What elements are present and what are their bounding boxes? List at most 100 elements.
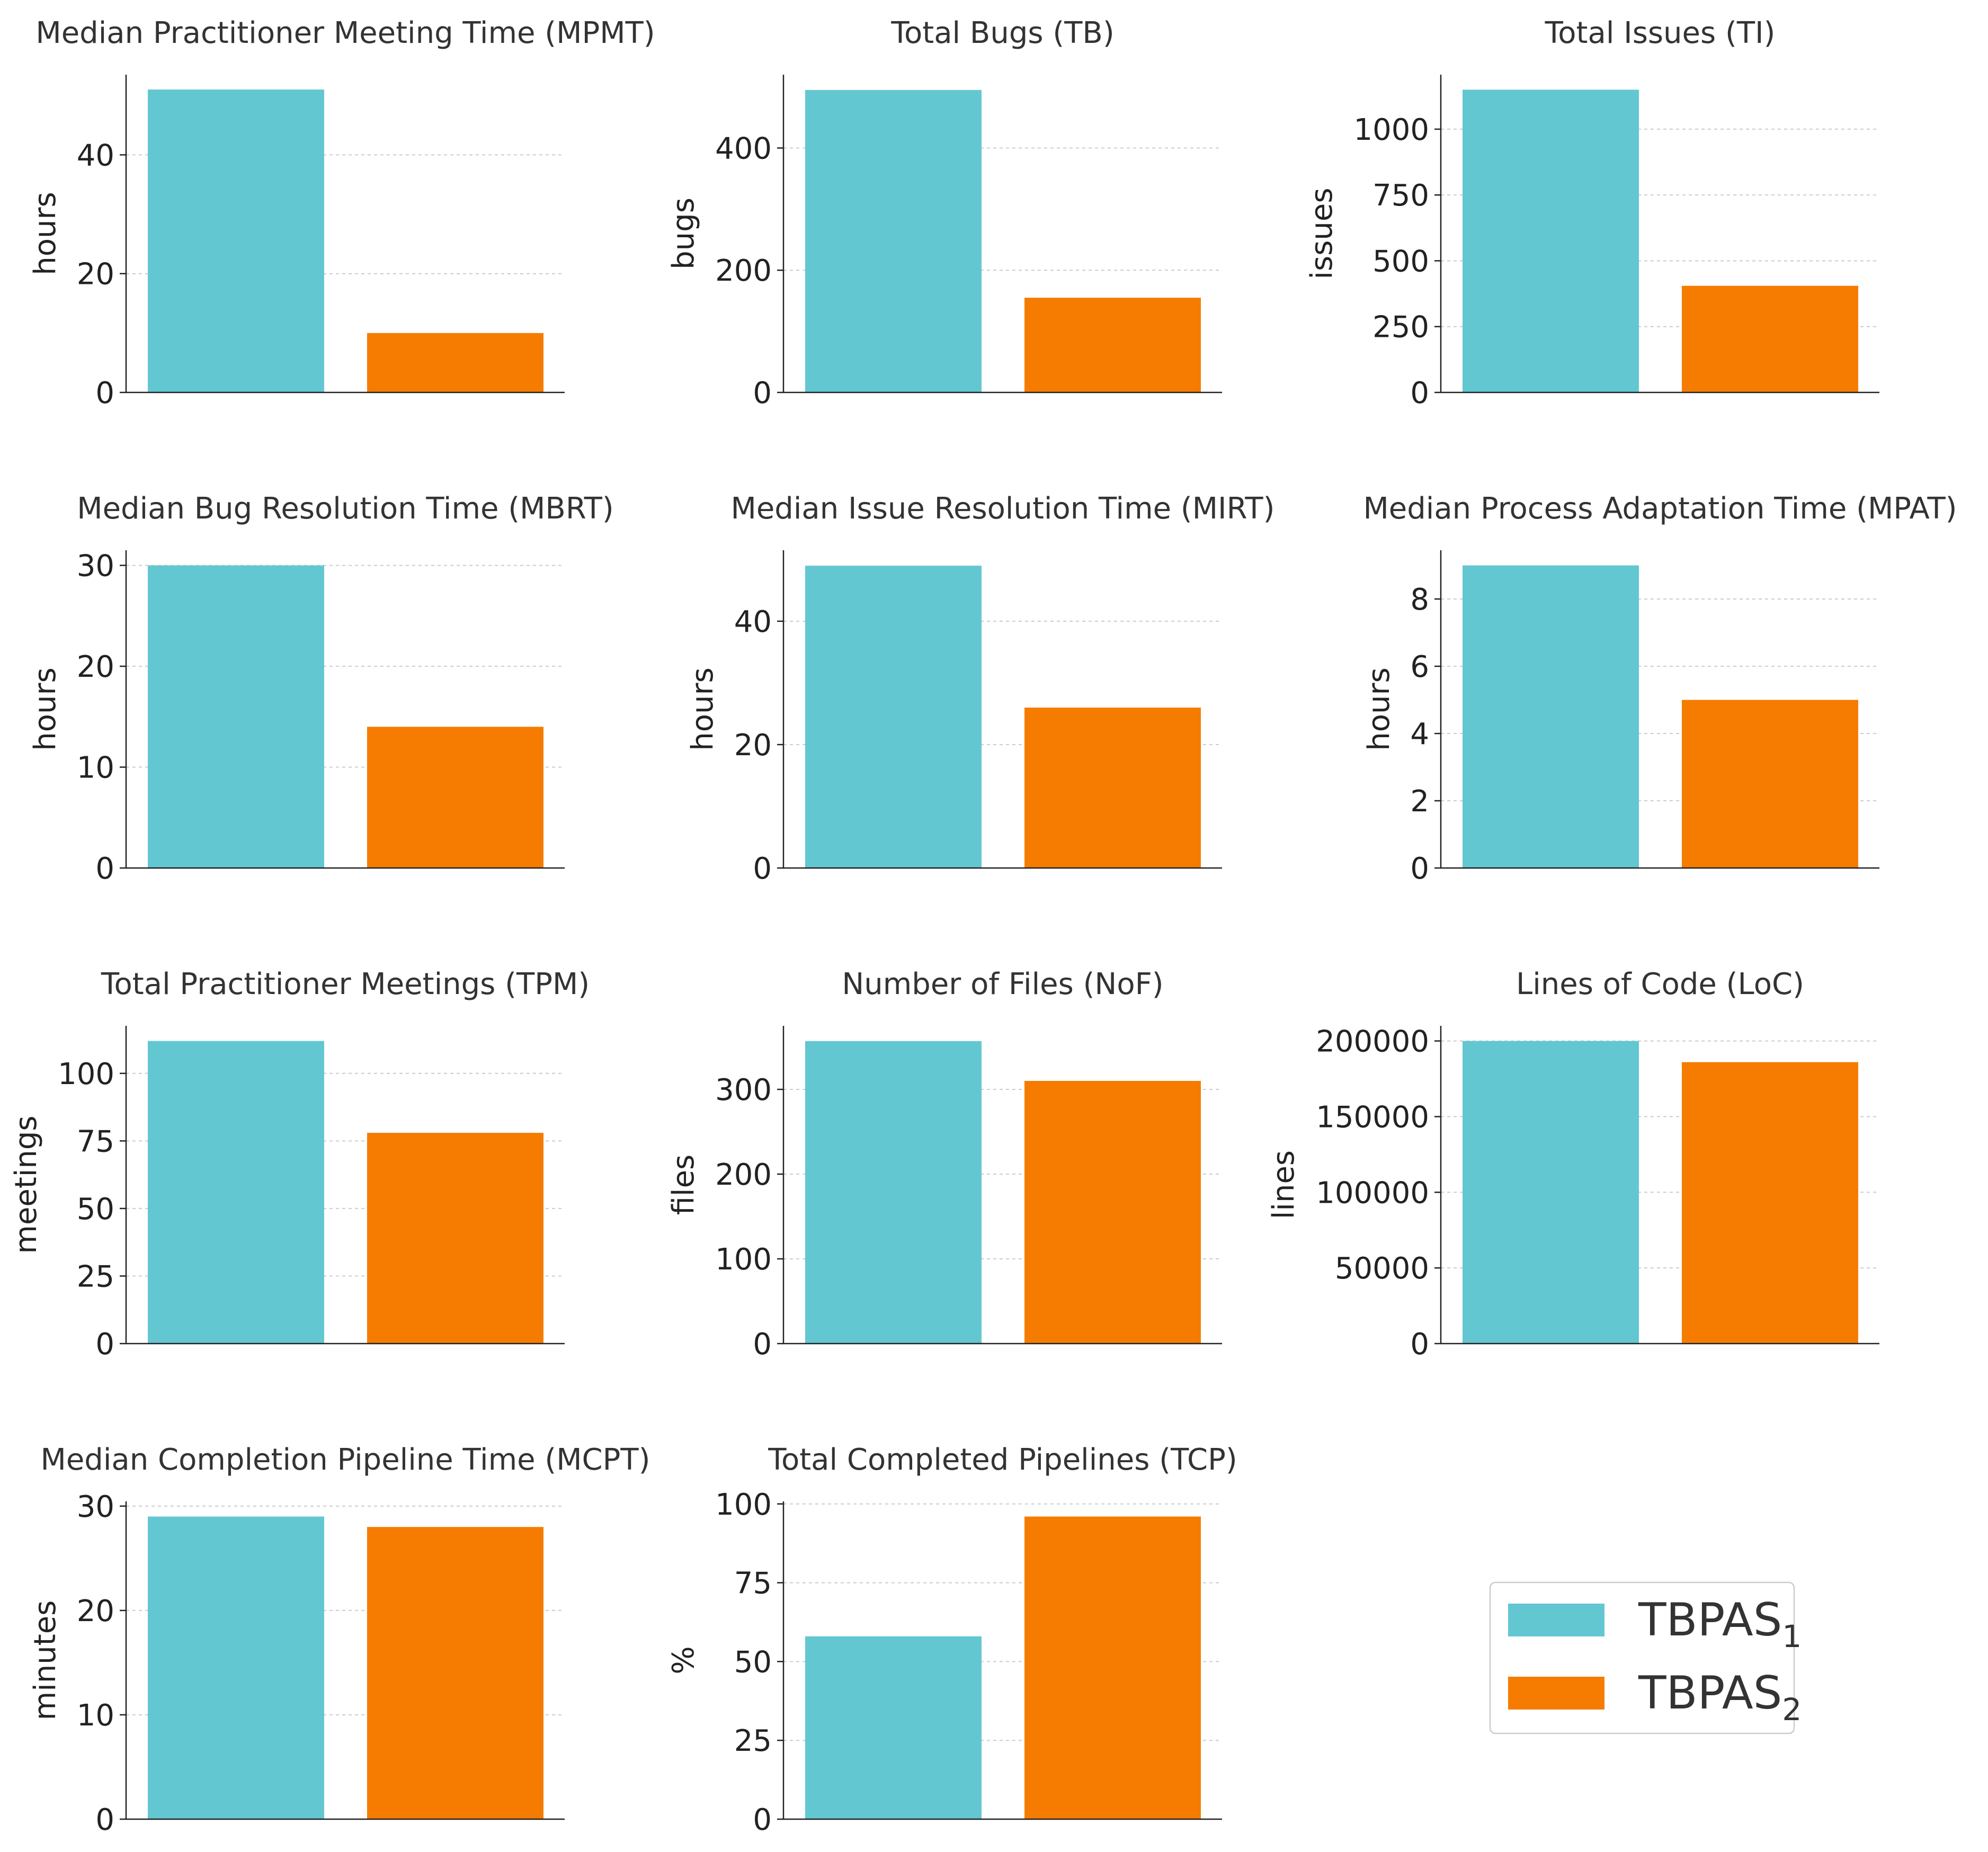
bar-tbpas2	[1024, 708, 1201, 868]
chart-title: Total Bugs (TB)	[890, 16, 1114, 50]
y-tick-label: 0	[1410, 376, 1429, 410]
chart-panel: Lines of Code (LoC) 0 50000 100000 150000 200…	[1267, 967, 1879, 1362]
bar-tbpas1	[148, 1516, 324, 1819]
y-tick-label: 25	[734, 1724, 772, 1758]
legend-entry: TBPAS1	[1508, 1594, 1802, 1654]
y-tick-label: 30	[77, 549, 114, 584]
y-tick-label: 0	[95, 1803, 114, 1837]
y-tick-label: 10	[77, 1698, 114, 1733]
legend-swatch	[1508, 1604, 1604, 1636]
legend-label-subscript: 2	[1782, 1692, 1802, 1728]
y-tick-label: 20	[734, 728, 772, 763]
chart-title: Median Issue Resolution Time (MIRT)	[731, 491, 1275, 526]
y-axis-label: meetings	[9, 1115, 43, 1254]
y-tick-label: 0	[95, 1327, 114, 1362]
chart-title: Total Completed Pipelines (TCP)	[768, 1443, 1237, 1477]
bar-tbpas2	[1024, 298, 1201, 392]
y-tick-label: 0	[95, 852, 114, 886]
bar-tbpas1	[148, 565, 324, 868]
y-tick-label: 150000	[1316, 1100, 1429, 1134]
y-tick-label: 0	[753, 376, 772, 410]
legend-entry: TBPAS2	[1508, 1667, 1802, 1728]
y-tick-label: 8	[1410, 583, 1429, 617]
y-tick-label: 30	[77, 1490, 114, 1524]
bar-tbpas1	[805, 90, 982, 392]
bar-tbpas1	[148, 90, 324, 393]
y-tick-label: 100	[715, 1488, 772, 1522]
chart-panel: Median Issue Resolution Time (MIRT) 0 20 40…	[685, 491, 1274, 886]
axis-spines	[782, 550, 1222, 869]
axis-spines	[125, 75, 565, 393]
y-tick-label: 200	[715, 1158, 772, 1192]
y-tick-label: 20	[77, 650, 114, 684]
y-tick-label: 75	[734, 1567, 772, 1601]
chart-title: Total Issues (TI)	[1545, 16, 1776, 50]
y-tick-label: 0	[95, 376, 114, 410]
legend-label: TBPAS1	[1638, 1594, 1802, 1654]
y-tick-label: 50	[734, 1645, 772, 1679]
y-axis-label: files	[666, 1155, 701, 1215]
bar-tbpas1	[805, 566, 982, 868]
y-axis-label: issues	[1305, 187, 1339, 279]
chart-panel: Median Bug Resolution Time (MBRT) 0 10 20 30…	[28, 491, 614, 886]
bar-tbpas2	[1682, 285, 1858, 392]
y-axis-label: bugs	[666, 198, 701, 270]
axis-spines	[782, 1026, 1222, 1345]
axis-spines	[782, 1501, 1222, 1820]
axis-spines	[1440, 550, 1879, 869]
y-tick-label: 500	[1372, 244, 1429, 279]
chart-panel: Total Practitioner Meetings (TPM) 0 25 50 75…	[9, 967, 590, 1362]
bar-tbpas1	[805, 1041, 982, 1344]
axis-spines	[1440, 1026, 1879, 1345]
bar-tbpas2	[1682, 700, 1858, 868]
y-tick-label: 20	[77, 1594, 114, 1629]
y-tick-label: 6	[1410, 650, 1429, 684]
y-tick-label: 25	[77, 1259, 114, 1294]
y-tick-label: 40	[77, 138, 114, 173]
y-tick-label: 0	[1410, 1327, 1429, 1362]
legend-label: TBPAS2	[1638, 1667, 1802, 1728]
y-tick-label: 50000	[1335, 1251, 1429, 1286]
axis-spines	[1440, 75, 1879, 393]
chart-panel: Median Completion Pipeline Time (MCPT) 0 1…	[28, 1443, 650, 1837]
bar-tbpas2	[367, 333, 543, 392]
y-axis-label: hours	[28, 667, 63, 750]
legend-label-subscript: 1	[1782, 1618, 1802, 1654]
bar-tbpas2	[367, 1133, 543, 1344]
y-tick-label: 0	[753, 1803, 772, 1837]
y-axis-label: lines	[1267, 1150, 1301, 1219]
bar-tbpas2	[1682, 1062, 1858, 1344]
bar-tbpas1	[1463, 565, 1639, 868]
y-tick-label: 100	[58, 1057, 114, 1091]
legend-swatch	[1508, 1677, 1604, 1710]
chart-title: Median Process Adaptation Time (MPAT)	[1363, 491, 1957, 526]
y-tick-label: 200000	[1316, 1025, 1429, 1059]
y-tick-label: 20	[77, 257, 114, 292]
bar-tbpas1	[1463, 1041, 1639, 1344]
axis-spines	[125, 550, 565, 869]
bar-tbpas2	[367, 1527, 543, 1819]
axis-spines	[125, 1501, 565, 1820]
y-tick-label: 50	[77, 1192, 114, 1227]
bar-tbpas2	[1024, 1516, 1201, 1819]
chart-title: Lines of Code (LoC)	[1516, 967, 1804, 1001]
y-tick-label: 250	[1372, 310, 1429, 345]
y-tick-label: 0	[1410, 852, 1429, 886]
chart-panel: Median Process Adaptation Time (MPAT) 0 2 4…	[1362, 491, 1957, 886]
y-tick-label: 40	[734, 605, 772, 639]
y-tick-label: 100000	[1316, 1176, 1429, 1210]
y-axis-label: hours	[28, 192, 63, 275]
y-axis-label: %	[666, 1646, 701, 1674]
legend-label-base: TBPAS	[1638, 1667, 1782, 1720]
y-tick-label: 100	[715, 1242, 772, 1277]
y-tick-label: 400	[715, 131, 772, 166]
bar-tbpas1	[805, 1636, 982, 1819]
bar-tbpas2	[367, 727, 543, 868]
bar-tbpas2	[1024, 1081, 1201, 1344]
y-tick-label: 750	[1372, 178, 1429, 213]
legend: TBPAS1 TBPAS2	[1489, 1581, 1802, 1734]
y-tick-label: 1000	[1353, 113, 1429, 147]
y-axis-label: minutes	[28, 1600, 63, 1721]
chart-title: Median Bug Resolution Time (MBRT)	[77, 491, 613, 526]
